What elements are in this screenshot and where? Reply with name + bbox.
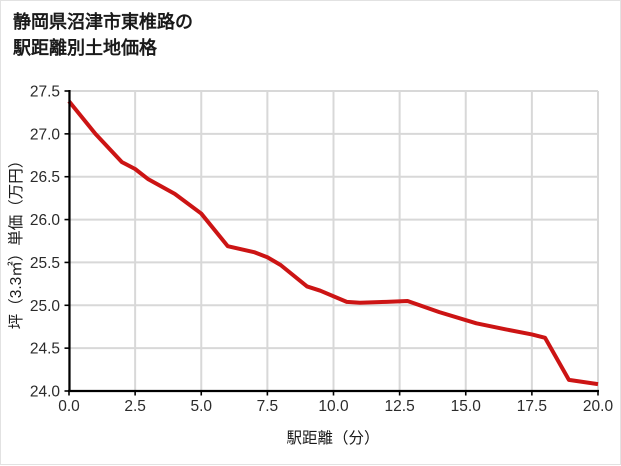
x-tick-label: 12.5	[385, 398, 415, 415]
x-tick-label: 17.5	[517, 398, 547, 415]
y-tick-label: 26.5	[30, 169, 60, 186]
y-tick-label: 24.5	[30, 341, 60, 358]
y-tick-label: 27.0	[30, 126, 61, 143]
x-tick-label: 7.5	[257, 398, 279, 415]
y-tick-label: 24.0	[30, 384, 61, 401]
x-tick-label: 10.0	[318, 398, 349, 415]
x-tick-label: 2.5	[124, 398, 146, 415]
y-tick-label: 25.0	[30, 298, 61, 315]
y-axis-title: 坪（3.3㎡）単価（万円）	[7, 153, 25, 330]
y-tick-label: 27.5	[30, 84, 60, 101]
y-tick-label: 25.5	[30, 255, 60, 272]
x-axis-title: 駅距離（分）	[286, 429, 379, 447]
y-tick-label: 26.0	[30, 212, 61, 229]
x-axis-ticks: 0.0 2.5 5.0 7.5 10.0 12.5 15.0 17.5 20.0	[58, 391, 613, 415]
y-axis-ticks: 24.0 24.5 25.0 25.5 26.0 26.5 27.0 27.5	[30, 84, 69, 401]
x-tick-label: 5.0	[190, 398, 212, 415]
chart-title: 静岡県沼津市東椎路の 駅距離別土地価格	[13, 12, 193, 59]
x-tick-label: 20.0	[583, 398, 614, 415]
x-tick-label: 15.0	[451, 398, 482, 415]
data-series-line	[67, 100, 599, 387]
x-tick-label: 0.0	[58, 398, 80, 415]
